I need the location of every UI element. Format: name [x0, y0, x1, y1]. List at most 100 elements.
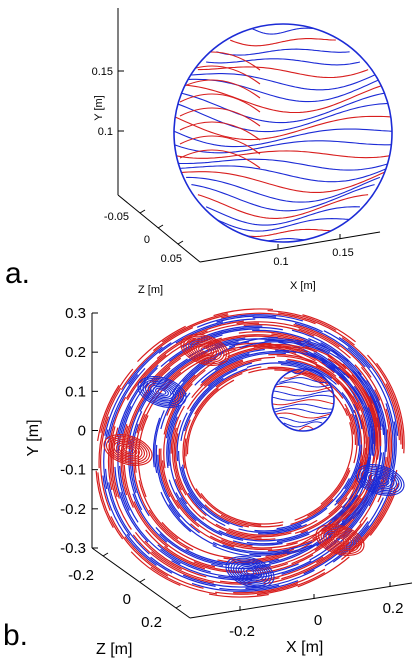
torus-ring-inner — [154, 338, 386, 556]
x-tick-label: 0 — [314, 612, 322, 629]
sphere-curve-a — [176, 158, 390, 171]
torus-ring-inner — [161, 345, 379, 549]
y-ticks-b: 0.3 0.2 0.1 0 -0.1 -0.2 -0.3 — [60, 305, 98, 557]
y-tick-label: -0.2 — [60, 501, 86, 518]
torus-loop — [368, 472, 392, 488]
z-axis-label-b: Z [m] — [96, 641, 132, 658]
torus-loop — [360, 467, 400, 493]
torus-ring-inner — [178, 360, 362, 534]
torus-loop — [225, 556, 275, 588]
torus-loop — [123, 447, 133, 453]
torus-ring — [100, 312, 400, 594]
sphere-curve-a — [197, 194, 369, 219]
torus-loop — [243, 567, 257, 577]
torus-loop — [155, 387, 169, 397]
torus-ring-inner — [170, 353, 370, 541]
sphere-curve-a — [191, 73, 375, 91]
torus-loop — [317, 525, 363, 555]
torus-loop — [245, 569, 255, 575]
torus-loop — [182, 335, 228, 365]
torus-ring-inner — [183, 366, 357, 528]
torus-loop — [198, 345, 212, 355]
sphere-curve-a — [174, 140, 392, 154]
sphere-outline-b — [271, 368, 335, 432]
y-tick-label: 0.1 — [98, 126, 113, 138]
torus-loop — [103, 434, 153, 466]
torus-loop — [139, 377, 185, 407]
small-sphere-curve — [291, 425, 315, 431]
small-sphere-curve — [273, 408, 333, 415]
torus-ring-inner — [157, 341, 383, 553]
panel-label-b: b. — [3, 619, 28, 652]
torus-ring-inner — [160, 344, 380, 550]
x-axis-label-a: X [m] — [290, 280, 316, 292]
sphere-curve-a — [205, 206, 360, 226]
torus-loop — [357, 465, 403, 495]
torus-loop — [335, 537, 345, 543]
torus-loop — [233, 560, 267, 584]
torus-loop — [118, 443, 138, 457]
sphere-curve-a — [191, 184, 375, 212]
chart-panel-b: 0.3 0.2 0.1 0 -0.1 -0.2 -0.3 -0.2 0 0.2 -0.2 0… — [3, 305, 413, 658]
torus-loop — [142, 379, 182, 405]
small-sphere-curve — [283, 372, 323, 379]
x-tick-label: -0.2 — [229, 623, 255, 640]
sphere-outline-a — [173, 23, 393, 243]
torus-loop — [370, 473, 390, 487]
torus-ring — [111, 322, 389, 584]
torus-loop — [185, 337, 225, 363]
sphere-curve-a — [174, 150, 392, 159]
z-ticks-b: -0.2 0 0.2 — [68, 552, 182, 631]
z-axis-line-a — [117, 194, 201, 263]
torus-loop — [113, 440, 143, 460]
sphere-curve-a — [186, 176, 381, 203]
torus-loop — [190, 340, 220, 360]
sphere-curve-a — [216, 48, 350, 56]
sphere-curve-a — [178, 92, 388, 124]
y-tick-label: -0.1 — [60, 462, 86, 479]
y-axis-label-b: Y [m] — [25, 419, 42, 456]
torus-loop — [373, 475, 387, 485]
torus-loop — [105, 435, 151, 465]
torus-ring — [123, 334, 377, 572]
torus-loop — [152, 385, 172, 399]
torus-ring-inner — [167, 351, 373, 543]
torus-loop — [240, 565, 260, 579]
chart-panel-a: 0.15 0.1 -0.05 0 0.05 0.1 0.15 Y [m] Z [… — [5, 8, 393, 296]
torus-loop — [200, 347, 210, 353]
torus-trajectories-b — [95, 308, 405, 598]
torus-ring — [98, 311, 402, 595]
torus-loop — [330, 533, 350, 547]
torus-ring — [109, 321, 391, 585]
y-tick-label: 0 — [78, 423, 86, 440]
torus-ring — [104, 316, 396, 590]
sphere-curve-a — [181, 171, 385, 193]
z-axis-label-a: Z [m] — [138, 284, 163, 296]
y-axis-label-a: Y [m] — [93, 95, 105, 120]
small-sphere-curve — [279, 377, 327, 384]
y-tick-label: 0.15 — [92, 66, 113, 78]
torus-loop — [365, 470, 395, 490]
torus-ring-inner — [182, 365, 358, 529]
small-sphere-curve — [279, 416, 327, 423]
z-tick-label: -0.05 — [104, 211, 129, 223]
torus-ring-inner — [172, 355, 368, 539]
sphere-loop-a — [179, 107, 261, 127]
y-tick-label: 0.3 — [65, 305, 86, 322]
torus-loop — [193, 342, 217, 358]
sphere-loop-a — [179, 121, 261, 141]
x-axis-label-b: X [m] — [286, 639, 323, 656]
torus-loop — [315, 524, 365, 556]
x-tick-label: 0.2 — [383, 600, 404, 617]
torus-loop — [328, 532, 352, 548]
torus-ring — [101, 314, 399, 592]
small-sphere-curve — [291, 369, 315, 375]
torus-loop — [145, 380, 179, 404]
y-tick-label: 0.1 — [65, 383, 86, 400]
torus-loop — [325, 530, 355, 550]
z-tick-label: -0.2 — [68, 567, 94, 584]
z-tick-label: 0.05 — [161, 253, 182, 265]
torus-loop — [320, 527, 360, 553]
torus-loop — [375, 477, 385, 483]
torus-ring — [96, 309, 404, 597]
